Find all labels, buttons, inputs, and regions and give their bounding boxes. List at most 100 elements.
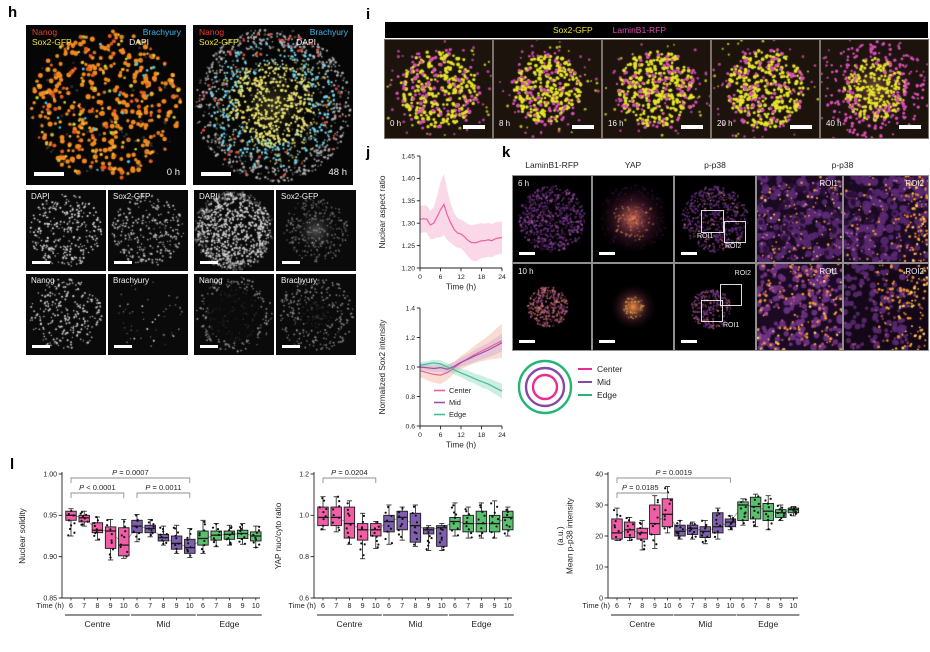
svg-text:Mid: Mid (156, 619, 170, 629)
scale-bar (599, 339, 615, 343)
svg-text:6: 6 (321, 603, 325, 610)
svg-text:8: 8 (413, 603, 417, 610)
svg-text:10: 10 (790, 603, 798, 610)
spheroid-image (513, 264, 591, 350)
svg-text:8: 8 (227, 603, 231, 610)
svg-text:10: 10 (372, 603, 380, 610)
time-label: 0 h (166, 166, 180, 178)
svg-text:Center: Center (449, 386, 472, 395)
svg-text:YAP nuc/cyto ratio: YAP nuc/cyto ratio (274, 502, 283, 569)
roi1-label: ROI1 (723, 322, 740, 329)
svg-text:1.40: 1.40 (402, 176, 415, 183)
svg-text:0: 0 (599, 595, 603, 602)
roi1-label: ROI1 (697, 233, 714, 240)
svg-text:7: 7 (334, 603, 338, 610)
roi1-zoom-label: ROI1 (819, 179, 838, 188)
spheroid-image (603, 40, 710, 138)
micrograph-pp38-6h: ROI1 ROI2 (674, 175, 756, 263)
timelapse-frame-20h: 20 h (711, 39, 820, 139)
svg-text:9: 9 (779, 603, 783, 610)
svg-text:0.85: 0.85 (43, 595, 57, 602)
svg-text:20: 20 (595, 533, 603, 540)
svg-text:8: 8 (766, 603, 770, 610)
svg-text:0.8: 0.8 (406, 394, 416, 401)
svg-text:Normalized Sox2 intensity: Normalized Sox2 intensity (378, 319, 387, 415)
channel-image (276, 190, 356, 271)
spheroid-image (593, 264, 673, 350)
panel-i-header: Sox2-GFP LaminB1-RFP (385, 22, 928, 38)
micrograph-pp38-roi1-10h: ROI1 (756, 263, 843, 351)
svg-text:Edge: Edge (449, 410, 466, 419)
channel-image (26, 190, 106, 271)
svg-text:8: 8 (479, 603, 483, 610)
legend-row-center: Center (578, 364, 623, 374)
svg-text:7: 7 (82, 603, 86, 610)
svg-text:10: 10 (504, 603, 512, 610)
svg-text:6: 6 (439, 274, 443, 281)
svg-text:18: 18 (478, 432, 486, 439)
channel-image (108, 190, 188, 271)
scale-bar (519, 339, 535, 343)
channel-label: Nanog (31, 276, 55, 285)
svg-text:Centre: Centre (629, 619, 655, 629)
boxplot-nuclear-solidity: 0.85 0.90 0.95 1.00 Nuclear solidity 6 7 8 9 10 Ce… (18, 468, 262, 629)
svg-text:9: 9 (175, 603, 179, 610)
svg-text:6: 6 (201, 603, 205, 610)
svg-text:12: 12 (457, 274, 465, 281)
channel-label-dapi: DAPI (296, 37, 316, 47)
scale-bar (282, 345, 300, 348)
roi2-zoom-label: ROI2 (905, 179, 924, 188)
roi-zoom-image (757, 176, 842, 262)
svg-text:9: 9 (109, 603, 113, 610)
svg-text:1.35: 1.35 (402, 198, 415, 205)
svg-text:6: 6 (387, 603, 391, 610)
chart-sox2-intensity: 0.6 0.8 1.0 1.2 1.4 0 6 12 18 24 Time (h) Normalize… (378, 305, 506, 450)
svg-text:Edge: Edge (219, 619, 239, 629)
svg-text:12: 12 (457, 432, 465, 439)
svg-text:P = 0.0204: P = 0.0204 (331, 468, 368, 477)
roi2-box (720, 284, 742, 306)
panel-label-k: k (502, 144, 511, 161)
svg-text:24: 24 (498, 432, 506, 439)
svg-text:Mid: Mid (698, 619, 712, 629)
svg-text:1.45: 1.45 (402, 153, 415, 160)
roi1-box (701, 210, 724, 233)
svg-text:9: 9 (241, 603, 245, 610)
svg-text:24: 24 (498, 274, 506, 281)
svg-text:30: 30 (595, 502, 603, 509)
svg-text:P < 0.0001: P < 0.0001 (79, 483, 116, 492)
spheroid-image (26, 25, 186, 185)
svg-text:Mid: Mid (408, 619, 422, 629)
svg-text:1.4: 1.4 (406, 305, 416, 312)
svg-text:Nuclear solidity: Nuclear solidity (18, 507, 27, 563)
mid-swatch (578, 380, 592, 384)
scale-bar (200, 261, 218, 264)
svg-text:Mid: Mid (449, 398, 461, 407)
roi2-zoom-label: ROI2 (905, 267, 924, 276)
spheroid-image (675, 264, 755, 350)
svg-text:6: 6 (615, 603, 619, 610)
panel-label-l: l (10, 456, 15, 473)
panel-label-j: j (366, 144, 371, 161)
scale-bar (463, 125, 485, 129)
header-label-sox2: Sox2-GFP (552, 25, 593, 35)
scale-bar (681, 339, 697, 343)
svg-text:6: 6 (135, 603, 139, 610)
micrograph-nanog-0h: Nanog (26, 274, 106, 355)
spheroid-image (712, 40, 819, 138)
svg-text:6: 6 (453, 603, 457, 610)
micrograph-pp38-roi1-6h: ROI1 (756, 175, 843, 263)
roi1-box (701, 300, 723, 322)
channel-label-brachyury: Brachyury (142, 27, 181, 37)
channel-label: Brachyury (113, 276, 150, 285)
header-label-laminb1: LaminB1-RFP (612, 25, 667, 35)
svg-text:8: 8 (703, 603, 707, 610)
svg-text:Time (h): Time (h) (446, 441, 476, 450)
channel-label-dapi: DAPI (129, 37, 149, 47)
scale-bar (200, 345, 218, 348)
scale-bar (32, 345, 50, 348)
svg-text:9: 9 (653, 603, 657, 610)
roi-zoom-image (844, 176, 928, 262)
roi-zoom-image (757, 264, 842, 350)
